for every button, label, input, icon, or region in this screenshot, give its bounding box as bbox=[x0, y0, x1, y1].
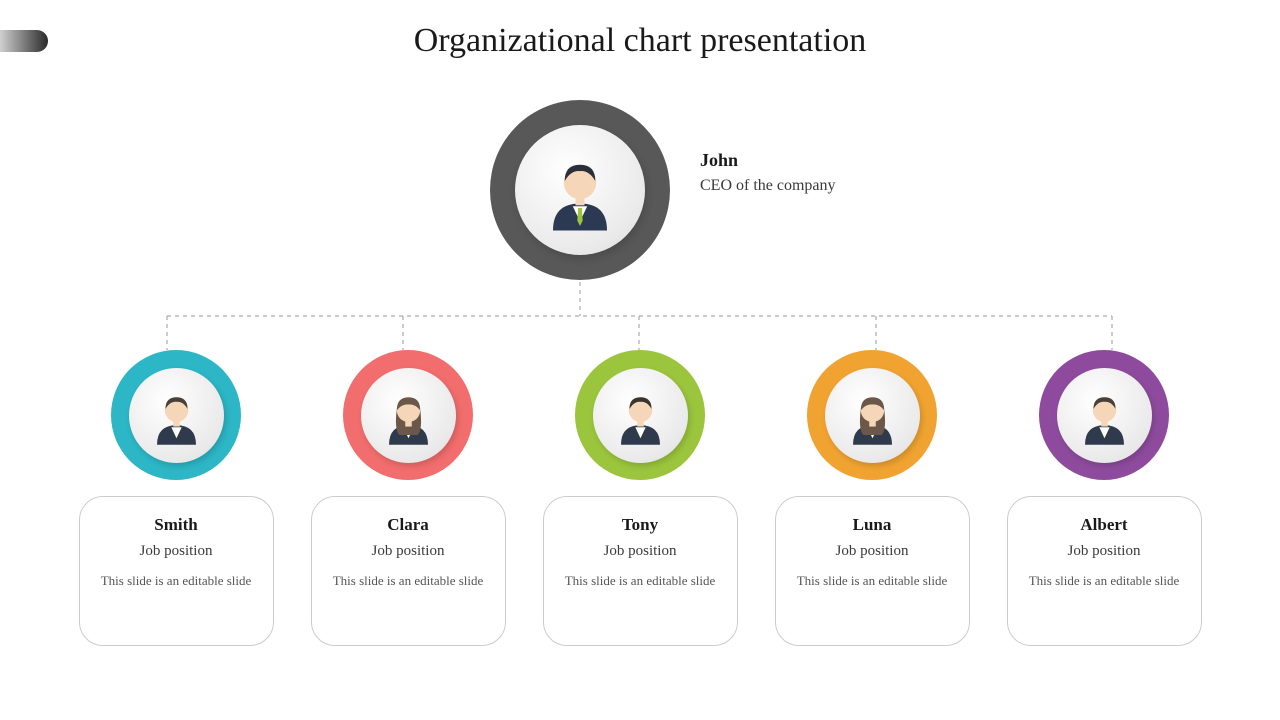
ceo-label: John CEO of the company bbox=[700, 150, 960, 195]
child-row: Smith Job position This slide is an edit… bbox=[0, 350, 1280, 646]
ceo-role: CEO of the company bbox=[700, 177, 960, 195]
child-role: Job position bbox=[1022, 543, 1187, 560]
child-role: Job position bbox=[558, 543, 723, 560]
child-avatar-ring bbox=[343, 350, 473, 480]
child-desc: This slide is an editable slide bbox=[790, 572, 955, 590]
child-card: Clara Job position This slide is an edit… bbox=[311, 496, 506, 646]
child-node-3: Luna Job position This slide is an edita… bbox=[772, 350, 972, 646]
child-avatar-inner bbox=[361, 368, 456, 463]
child-avatar-icon bbox=[1072, 383, 1137, 448]
ceo-node bbox=[490, 100, 670, 280]
child-card: Luna Job position This slide is an edita… bbox=[775, 496, 970, 646]
page-title: Organizational chart presentation bbox=[0, 22, 1280, 60]
child-avatar-ring bbox=[575, 350, 705, 480]
child-name: Albert bbox=[1022, 515, 1187, 535]
child-desc: This slide is an editable slide bbox=[558, 572, 723, 590]
child-node-1: Clara Job position This slide is an edit… bbox=[308, 350, 508, 646]
child-avatar-icon bbox=[144, 383, 209, 448]
child-desc: This slide is an editable slide bbox=[1022, 572, 1187, 590]
child-name: Tony bbox=[558, 515, 723, 535]
child-avatar-inner bbox=[129, 368, 224, 463]
ceo-avatar-icon bbox=[535, 145, 625, 235]
child-avatar-ring bbox=[1039, 350, 1169, 480]
child-node-2: Tony Job position This slide is an edita… bbox=[540, 350, 740, 646]
child-name: Smith bbox=[94, 515, 259, 535]
child-card: Albert Job position This slide is an edi… bbox=[1007, 496, 1202, 646]
child-avatar-inner bbox=[593, 368, 688, 463]
ceo-avatar-inner bbox=[515, 125, 645, 255]
child-card: Tony Job position This slide is an edita… bbox=[543, 496, 738, 646]
child-desc: This slide is an editable slide bbox=[94, 572, 259, 590]
child-avatar-icon bbox=[608, 383, 673, 448]
child-avatar-icon bbox=[840, 383, 905, 448]
org-chart: John CEO of the company Smith Job positi… bbox=[0, 90, 1280, 710]
child-avatar-icon bbox=[376, 383, 441, 448]
child-role: Job position bbox=[790, 543, 955, 560]
child-desc: This slide is an editable slide bbox=[326, 572, 491, 590]
child-node-0: Smith Job position This slide is an edit… bbox=[76, 350, 276, 646]
child-role: Job position bbox=[326, 543, 491, 560]
child-avatar-ring bbox=[111, 350, 241, 480]
child-role: Job position bbox=[94, 543, 259, 560]
ceo-name: John bbox=[700, 150, 960, 171]
ceo-avatar-ring bbox=[490, 100, 670, 280]
child-card: Smith Job position This slide is an edit… bbox=[79, 496, 274, 646]
child-name: Luna bbox=[790, 515, 955, 535]
child-node-4: Albert Job position This slide is an edi… bbox=[1004, 350, 1204, 646]
child-avatar-inner bbox=[1057, 368, 1152, 463]
child-name: Clara bbox=[326, 515, 491, 535]
child-avatar-ring bbox=[807, 350, 937, 480]
child-avatar-inner bbox=[825, 368, 920, 463]
